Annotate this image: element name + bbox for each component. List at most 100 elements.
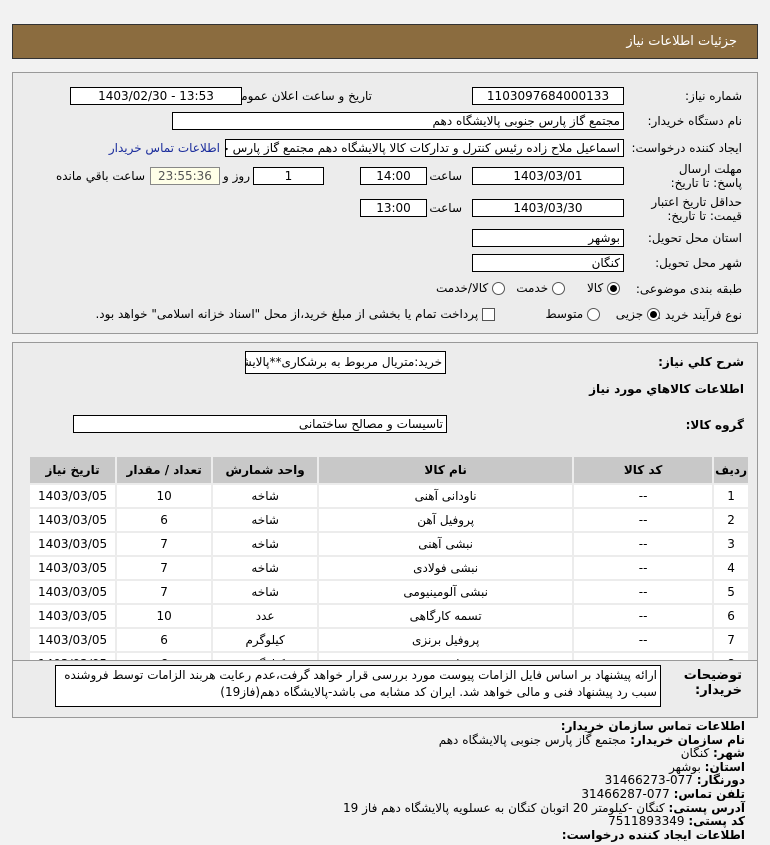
cell-unit: عدد: [213, 605, 318, 627]
buyer-field: مجتمع گاز پارس جنوبی پالایشگاه دهم: [172, 112, 624, 130]
need-number-label: شماره نیاز:: [685, 89, 742, 103]
cell-goods-name: نبشی فولادی: [319, 557, 573, 579]
cell-unit: شاخه: [213, 557, 318, 579]
contact-title: اطلاعات تماس سازمان خریدار:: [560, 719, 745, 733]
contact-item-value: مجتمع گاز پارس جنوبی پالایشگاه دهم: [438, 732, 627, 747]
cell-quantity: 7: [117, 533, 212, 555]
cell-quantity: 7: [117, 557, 212, 579]
table-row: 3 -- نبشی آهنی شاخه 7 1403/03/05: [30, 533, 748, 555]
checkbox-icon: [482, 308, 495, 321]
contact-item: نام سازمان خریدار: مجتمع گاز پارس جنوبی …: [343, 732, 745, 748]
contact-item: آدرس پستی: کنگان -کیلومتر 20 اتوبان کنگا…: [343, 800, 745, 816]
contact-item-label: شهر:: [713, 746, 745, 761]
creator-field: اسماعیل ملاح زاده رئیس کنترل و تدارکات ک…: [225, 139, 624, 157]
contact-item-value: کنگان -کیلومتر 20 اتوبان کنگان به عسلویه…: [343, 800, 665, 815]
cell-need-date: 1403/03/05: [30, 629, 116, 651]
remaining-label: ساعت باقي مانده: [55, 169, 145, 183]
cell-unit: شاخه: [213, 485, 318, 507]
process-radio-medium[interactable]: متوسط: [545, 307, 600, 321]
category-radio-goods-service[interactable]: کالا/خدمت: [436, 281, 505, 295]
goods-table: رديف کد کالا نام کالا واحد شمارش تعداد /…: [28, 455, 750, 677]
table-row: 5 -- نبشی آلومینیومی شاخه 7 1403/03/05: [30, 581, 748, 603]
radio-selected-icon: [607, 282, 620, 295]
category-radio-service[interactable]: خدمت: [516, 281, 565, 295]
contact-item: استان: بوشهر: [343, 760, 745, 775]
cell-need-date: 1403/03/05: [30, 605, 116, 627]
page-title: جزئیات اطلاعات نیاز: [626, 34, 737, 49]
cell-goods-code: --: [574, 557, 713, 579]
buyer-contact-info: اطلاعات تماس سازمان خریدار: نام سازمان خ…: [343, 719, 745, 842]
contact-item-label: دورنگار:: [696, 773, 745, 788]
table-row: 6 -- تسمه کارگاهی عدد 10 1403/03/05: [30, 605, 748, 627]
creator-info-title: اطلاعات ایجاد کننده درخواست:: [561, 827, 745, 842]
days-label: روز و: [223, 169, 250, 183]
cell-need-date: 1403/03/05: [30, 509, 116, 531]
contact-item-value: 077-31466287: [581, 786, 670, 801]
cell-quantity: 10: [117, 605, 212, 627]
col-quantity: تعداد / مقدار: [117, 457, 212, 483]
city-label: شهر محل تحویل:: [655, 256, 742, 270]
radio-icon: [492, 282, 505, 295]
announce-field: 1403/02/30 - 13:53: [70, 87, 242, 105]
contact-item-value: 7511893349: [608, 814, 685, 829]
category-radio-goods[interactable]: کالا: [587, 281, 620, 295]
city-field: کنگان: [472, 254, 624, 272]
cell-need-date: 1403/03/05: [30, 581, 116, 603]
cell-need-date: 1403/03/05: [30, 557, 116, 579]
category-label: طبقه بندی موضوعی:: [635, 282, 742, 296]
cell-row-number: 3: [714, 533, 748, 555]
cell-unit: شاخه: [213, 509, 318, 531]
cell-row-number: 7: [714, 629, 748, 651]
cell-need-date: 1403/03/05: [30, 485, 116, 507]
cell-unit: شاخه: [213, 533, 318, 555]
cell-goods-name: نبشی آهنی: [319, 533, 573, 555]
cell-row-number: 2: [714, 509, 748, 531]
cell-row-number: 5: [714, 581, 748, 603]
cell-goods-code: --: [574, 605, 713, 627]
cell-goods-code: --: [574, 533, 713, 555]
validity-time-label: ساعت: [429, 201, 462, 215]
summary-label: شرح کلي نياز:: [658, 355, 744, 369]
buyer-label: نام دستگاه خریدار:: [647, 114, 743, 128]
table-row: 2 -- پروفیل آهن شاخه 6 1403/03/05: [30, 509, 748, 531]
cell-goods-name: ناودانی آهنی: [319, 485, 573, 507]
validity-date-field: 1403/03/30: [472, 199, 624, 217]
summary-field: خرید:متریال مربوط به برشکاری**پالایشگاه …: [245, 351, 446, 374]
process-radio-minor[interactable]: جزیی: [616, 307, 660, 321]
col-goods-name: نام کالا: [319, 457, 573, 483]
radio-icon: [587, 308, 600, 321]
table-row: 4 -- نبشی فولادی شاخه 7 1403/03/05: [30, 557, 748, 579]
contact-item-label: آدرس پستی:: [668, 800, 745, 815]
process-label: نوع فرآیند خرید :: [657, 308, 742, 322]
col-unit: واحد شمارش: [213, 457, 318, 483]
contact-item-value: 077-31466273: [604, 773, 693, 788]
goods-group-field: تاسیسات و مصالح ساختمانی: [73, 415, 447, 433]
cell-quantity: 6: [117, 509, 212, 531]
goods-group-label: گروه کالا:: [685, 418, 744, 432]
treasury-payment-checkbox[interactable]: پرداخت تمام یا بخشی از مبلغ خرید،از محل …: [95, 307, 495, 321]
contact-item-label: کد پستی:: [688, 814, 745, 829]
contact-item: تلفن تماس: 077-31466287: [343, 786, 745, 802]
validity-label: حداقل تاریخ اعتبار قیمت: تا تاریخ:: [651, 195, 742, 223]
cell-need-date: 1403/03/05: [30, 533, 116, 555]
cell-quantity: 6: [117, 629, 212, 651]
table-row: 7 -- پروفیل برنزی کیلوگرم 6 1403/03/05: [30, 629, 748, 651]
province-field: بوشهر: [472, 229, 624, 247]
table-row: 1 -- ناودانی آهنی شاخه 10 1403/03/05: [30, 485, 748, 507]
cell-row-number: 6: [714, 605, 748, 627]
cell-goods-code: --: [574, 509, 713, 531]
notes-label: توضیحات خریدار:: [683, 668, 742, 698]
need-number-field: 1103097684000133: [472, 87, 624, 105]
col-goods-code: کد کالا: [574, 457, 713, 483]
cell-goods-name: تسمه کارگاهی: [319, 605, 573, 627]
cell-goods-name: نبشی آلومینیومی: [319, 581, 573, 603]
announce-label: تاریخ و ساعت اعلان عمومی:: [227, 89, 372, 103]
cell-unit: کیلوگرم: [213, 629, 318, 651]
radio-icon: [552, 282, 565, 295]
contact-item-value: کنگان: [680, 746, 710, 761]
radio-selected-icon: [647, 308, 660, 321]
contact-item-label: نام سازمان خریدار:: [630, 732, 745, 747]
col-row-number: رديف: [714, 457, 748, 483]
buyer-contact-link[interactable]: اطلاعات تماس خریدار: [108, 141, 220, 155]
